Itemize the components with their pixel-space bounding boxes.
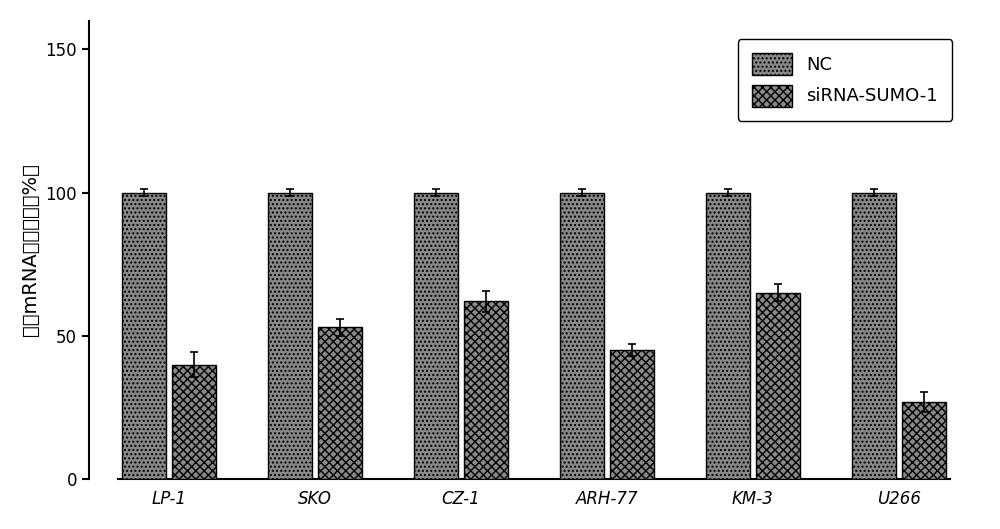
Bar <box>464 302 508 479</box>
Bar <box>268 193 312 479</box>
Bar <box>756 293 800 479</box>
Bar <box>902 402 946 479</box>
Bar <box>706 193 750 479</box>
Bar <box>414 193 458 479</box>
Legend: NC, siRNA-SUMO-1: NC, siRNA-SUMO-1 <box>738 39 952 121</box>
Bar <box>172 364 216 479</box>
Y-axis label: 相对mRNA表达水平（%）: 相对mRNA表达水平（%） <box>21 163 40 336</box>
Bar <box>318 327 362 479</box>
Bar <box>122 193 166 479</box>
Bar <box>852 193 896 479</box>
Bar <box>560 193 604 479</box>
Bar <box>610 350 654 479</box>
